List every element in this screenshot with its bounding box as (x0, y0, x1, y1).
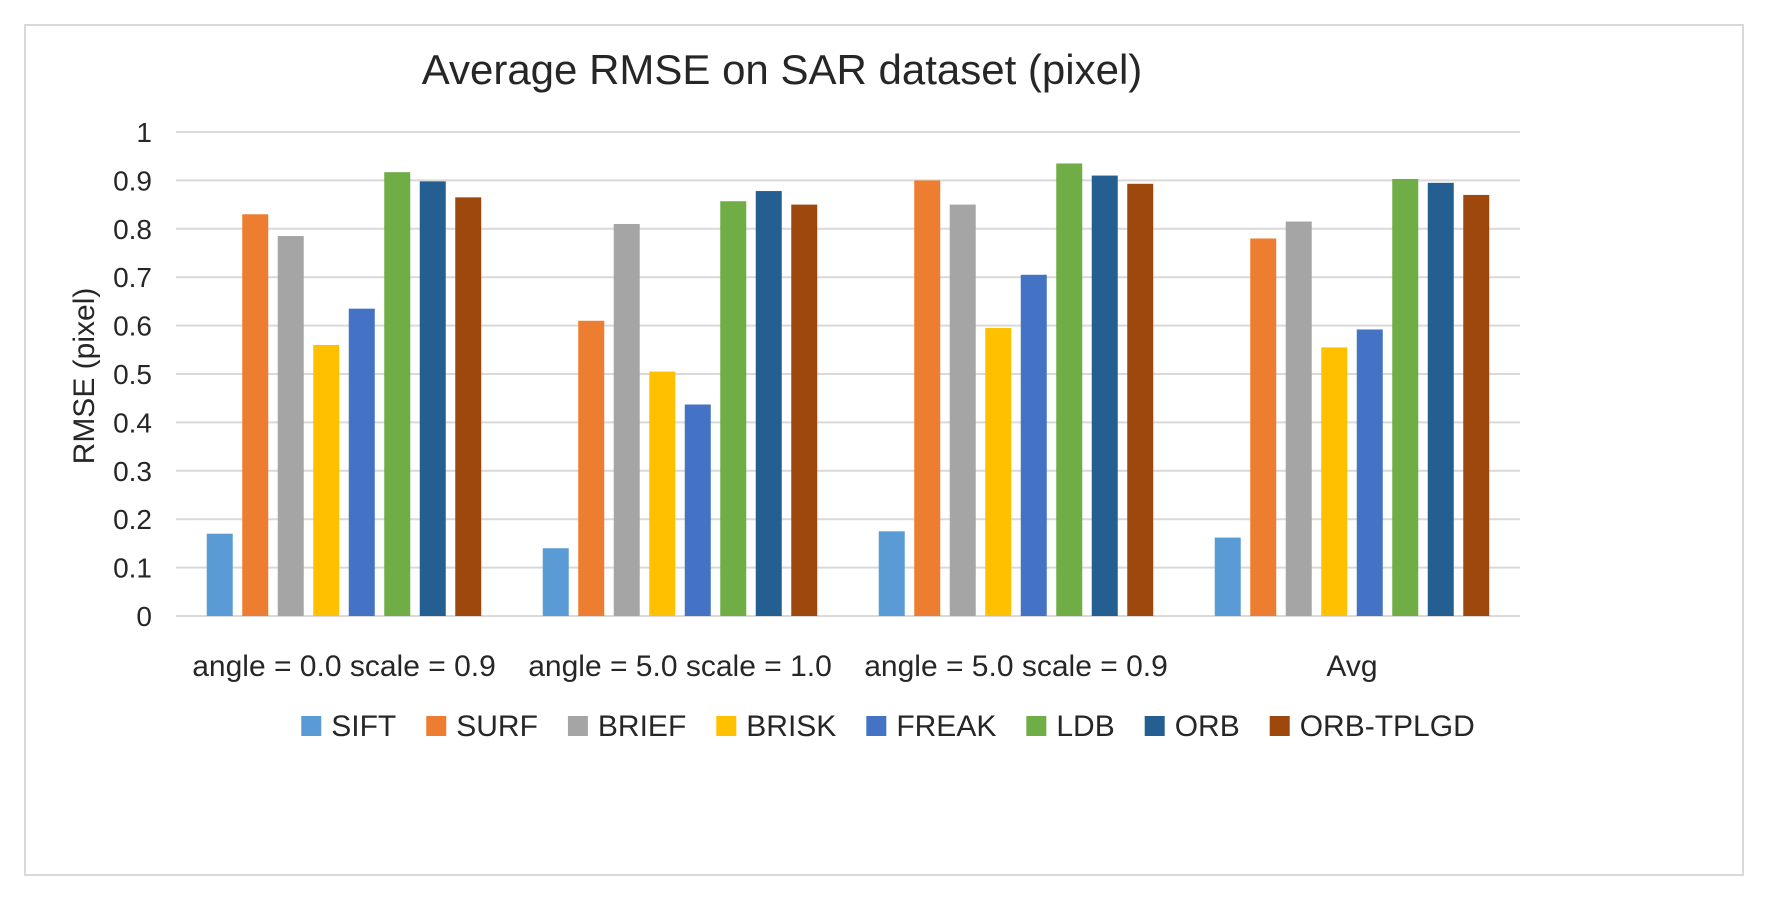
bar-freak-3 (1356, 329, 1383, 616)
bar-orb-tplgd-0 (455, 197, 482, 616)
gridlines (176, 131, 1520, 617)
bar-ldb-1 (720, 201, 747, 616)
legend-label-orb: ORB (1175, 710, 1240, 743)
legend-label-sift: SIFT (331, 710, 396, 743)
bar-sift-3 (1214, 537, 1241, 616)
bar-sift-1 (542, 548, 569, 616)
chart-title: Average RMSE on SAR dataset (pixel) (422, 46, 1143, 93)
bar-brisk-2 (985, 328, 1012, 616)
bar-freak-2 (1020, 274, 1047, 616)
bar-orb-2 (1091, 175, 1118, 616)
bar-freak-1 (684, 404, 711, 616)
bar-orb-tplgd-1 (791, 204, 818, 616)
bar-brief-1 (613, 223, 640, 616)
x-category-label: angle = 5.0 scale = 1.0 (528, 650, 832, 683)
y-axis-title: RMSE (pixel) (68, 288, 101, 465)
chart-frame: Average RMSE on SAR dataset (pixel) 0 0.1… (24, 24, 1744, 876)
legend-swatch-ldb (1026, 716, 1047, 736)
bar-orb-tplgd-3 (1463, 194, 1490, 617)
bar-ldb-0 (384, 172, 411, 616)
legend: SIFT SURF BRIEF BRISK FREAK LDB ORB ORB-TPLGD (301, 710, 1475, 743)
legend-label-brief: BRIEF (598, 710, 686, 743)
y-tick-label: 0 (136, 601, 152, 632)
legend-swatch-freak (866, 716, 887, 736)
bar-surf-2 (914, 180, 941, 616)
legend-label-brisk: BRISK (746, 710, 836, 743)
legend-label-surf: SURF (456, 710, 538, 743)
legend-label-orb-tplgd: ORB-TPLGD (1300, 710, 1475, 743)
y-tick-label: 0.2 (113, 504, 152, 535)
bar-brisk-1 (649, 371, 676, 616)
bar-orb-0 (419, 181, 446, 617)
y-tick-label: 0.9 (113, 165, 152, 196)
bar-surf-1 (578, 320, 605, 616)
bar-brisk-3 (1321, 347, 1348, 616)
x-category-label: angle = 5.0 scale = 0.9 (864, 650, 1168, 683)
bar-freak-0 (348, 308, 375, 616)
legend-swatch-orb-tplgd (1269, 716, 1290, 736)
y-tick-label: 0.5 (113, 359, 152, 390)
legend-label-ldb: LDB (1056, 710, 1114, 743)
y-axis-ticks: 0 0.1 0.2 0.3 0.4 0.5 0.6 0.7 0.8 0.9 1 (113, 117, 152, 632)
y-tick-label: 0.3 (113, 456, 152, 487)
y-tick-label: 0.7 (113, 262, 152, 293)
bar-sift-2 (878, 531, 905, 616)
legend-swatch-brisk (716, 716, 737, 736)
bar-ldb-3 (1392, 178, 1419, 616)
bar-brief-0 (277, 236, 304, 616)
legend-swatch-brief (567, 716, 588, 736)
legend-swatch-sift (301, 716, 322, 736)
y-tick-label: 0.6 (113, 311, 152, 342)
legend-label-freak: FREAK (896, 710, 996, 743)
y-tick-label: 0.8 (113, 214, 152, 245)
bar-surf-3 (1250, 238, 1277, 617)
bar-brief-2 (949, 204, 976, 616)
legend-swatch-orb (1144, 716, 1165, 736)
bar-chart: Average RMSE on SAR dataset (pixel) 0 0.1… (68, 46, 1520, 743)
bar-brief-3 (1285, 221, 1312, 617)
x-category-label: Avg (1326, 650, 1377, 683)
bar-ldb-2 (1056, 163, 1083, 616)
bar-orb-tplgd-2 (1127, 183, 1154, 616)
bar-sift-0 (206, 533, 233, 616)
y-tick-label: 1 (136, 117, 152, 148)
bar-orb-1 (755, 191, 782, 616)
x-axis-categories: angle = 0.0 scale = 0.9 angle = 5.0 scale… (192, 650, 1377, 683)
y-tick-label: 0.4 (113, 407, 152, 438)
bar-surf-0 (242, 214, 269, 616)
bar-brisk-0 (313, 344, 340, 616)
legend-swatch-surf (426, 716, 447, 736)
bar-orb-3 (1427, 182, 1454, 616)
y-tick-label: 0.1 (113, 553, 152, 584)
x-category-label: angle = 0.0 scale = 0.9 (192, 650, 496, 683)
bars (206, 163, 1490, 617)
